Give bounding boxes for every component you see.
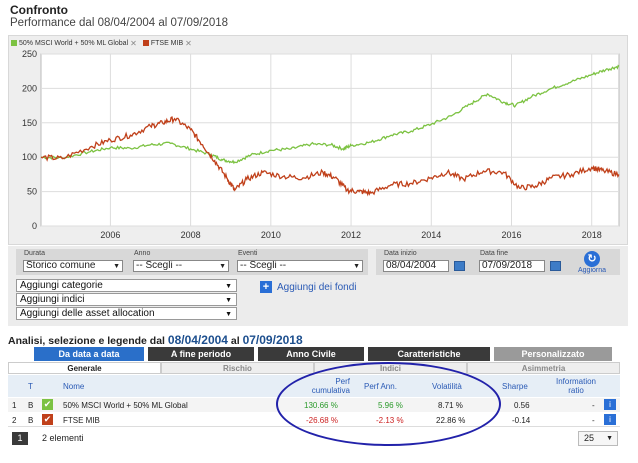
col-t[interactable]: T [28,382,33,391]
refresh-icon: ↻ [584,251,600,267]
y-tick-label: 200 [22,83,37,93]
anno-select[interactable]: -- Scegli -- ▼ [133,260,229,272]
row-information-ratio: - [592,416,595,425]
performance-chart: 0 50 100 150 200 250 2006 2008 2010 2012 2014 2016 2… [22,49,620,240]
subtab-rischio[interactable]: Rischio [161,362,314,374]
row-type: B [28,401,34,410]
row-index: 1 [12,401,17,410]
remove-series-icon[interactable]: ✕ [130,38,137,48]
page-button[interactable]: 1 [12,432,28,445]
tab-a-fine-periodo[interactable]: A fine periodo [148,347,254,361]
y-tick-label: 150 [22,118,37,128]
refresh-label: Aggiorna [577,267,607,274]
data-inizio-label: Data inizio [384,250,417,257]
legend-swatch [142,40,149,46]
row-sharpe: -0.14 [512,416,531,425]
period-filters: Durata Storico comune ▼ Anno -- Scegli --… [16,249,368,275]
series-line [40,64,620,165]
plot-area [40,53,620,227]
legend-item-msci: 50% MSCI World + 50% ML Global ✕ [11,39,137,48]
checkbox-icon[interactable]: ✔ [42,399,53,410]
subtab-generale[interactable]: Generale [8,362,161,374]
date-range: Data inizio 08/04/2004 Data fine 07/09/2… [376,249,620,275]
legend-swatch [11,40,17,46]
y-tick-label: 250 [22,49,37,59]
row-perf-ann: -2.13 % [376,416,404,425]
eventi-select[interactable]: -- Scegli -- ▼ [237,260,363,272]
controls-panel: Durata Storico comune ▼ Anno -- Scegli --… [8,246,628,326]
anno-label: Anno [134,250,151,257]
col-volatilita[interactable]: Volatilità [432,382,462,391]
tab-caratteristiche[interactable]: Caratteristiche [368,347,490,361]
tab-anno-civile[interactable]: Anno Civile [258,347,364,361]
eventi-label: Eventi [238,250,258,257]
tab-da-data-a-data[interactable]: Da data a data [34,347,144,361]
x-tick-label: 2016 [501,230,521,240]
data-fine-label: Data fine [480,250,509,257]
y-tick-label: 50 [27,187,37,197]
analysis-subtabs: Generale Rischio Indici Asimmetria [8,362,620,374]
x-tick-label: 2008 [181,230,201,240]
table-row[interactable]: 1 B ✔ 50% MSCI World + 50% ML Global 130… [8,398,620,412]
row-name[interactable]: 50% MSCI World + 50% ML Global [63,401,188,410]
durata-select[interactable]: Storico comune ▼ [23,260,123,272]
x-tick-label: 2006 [100,230,120,240]
col-sharpe[interactable]: Sharpe [502,382,528,391]
add-asset-allocation-select[interactable]: Aggiungi delle asset allocation ▼ [16,307,237,320]
row-information-ratio: - [592,401,595,410]
info-icon[interactable]: i [604,414,616,425]
col-perf-ann[interactable]: Perf Ann. [364,382,397,391]
analysis-tabs: Da data a data A fine periodo Anno Civil… [34,347,616,361]
x-tick-label: 2010 [261,230,281,240]
row-perf-cumulativa: 130.66 % [304,401,338,410]
info-icon[interactable]: i [604,399,616,410]
durata-label: Durata [24,250,46,257]
col-nome[interactable]: Nome [63,382,85,391]
row-type: B [28,416,34,425]
checkbox-icon[interactable]: ✔ [42,414,53,425]
refresh-button[interactable]: ↻ Aggiorna [574,249,610,277]
col-perf-cumulativa[interactable]: Perf cumulativa [311,377,350,395]
plus-icon: + [260,281,272,293]
y-tick-label: 0 [32,221,37,231]
per-page-select[interactable]: 25 ▼ [578,431,618,446]
calendar-icon[interactable] [454,261,465,271]
row-perf-cumulativa: -26.68 % [306,416,339,425]
chart-panel: 50% MSCI World + 50% ML Global ✕ FTSE MI… [8,35,628,245]
tab-personalizzato[interactable]: Personalizzato [494,347,612,361]
table-footer: 1 2 elementi 25 ▼ [8,430,620,448]
legend-label: 50% MSCI World + 50% ML Global [19,39,129,47]
row-volatilita: 22.86 % [436,416,466,425]
add-indices-select[interactable]: Aggiungi indici ▼ [16,293,237,306]
table-header: T Nome Perf cumulativa Perf Ann. Volatil… [8,375,620,397]
remove-series-icon[interactable]: ✕ [185,38,192,48]
subtab-asimmetria[interactable]: Asimmetria [467,362,620,374]
add-categories-select[interactable]: Aggiungi categorie ▼ [16,279,237,292]
item-count: 2 elementi [42,433,84,443]
col-information-ratio[interactable]: Information ratio [555,377,597,395]
page-subtitle: Performance dal 08/04/2004 al 07/09/2018 [10,17,229,29]
row-perf-ann: 5.96 % [378,401,403,410]
analysis-title: Analisi, selezione e legende dal 08/04/2… [8,333,303,347]
y-tick-label: 100 [22,152,37,162]
row-name[interactable]: FTSE MIB [63,416,100,425]
x-tick-label: 2014 [421,230,441,240]
add-funds-link[interactable]: + Aggiungi dei fondi [260,281,357,293]
data-inizio-input[interactable]: 08/04/2004 [383,260,449,272]
legend-label: FTSE MIB [150,39,184,47]
subtab-indici[interactable]: Indici [314,362,467,374]
data-fine-input[interactable]: 07/09/2018 [479,260,545,272]
chart-legend: 50% MSCI World + 50% ML Global ✕ FTSE MI… [11,37,198,49]
row-sharpe: 0.56 [514,401,530,410]
x-tick-label: 2018 [582,230,602,240]
row-volatilita: 8.71 % [438,401,463,410]
calendar-icon[interactable] [550,261,561,271]
legend-item-ftse: FTSE MIB ✕ [142,38,192,48]
x-tick-label: 2012 [341,230,361,240]
table-row[interactable]: 2 B ✔ FTSE MIB -26.68 % -2.13 % 22.86 % … [8,413,620,427]
page-title: Confronto [10,3,68,17]
series-line [40,116,620,197]
row-index: 2 [12,416,17,425]
